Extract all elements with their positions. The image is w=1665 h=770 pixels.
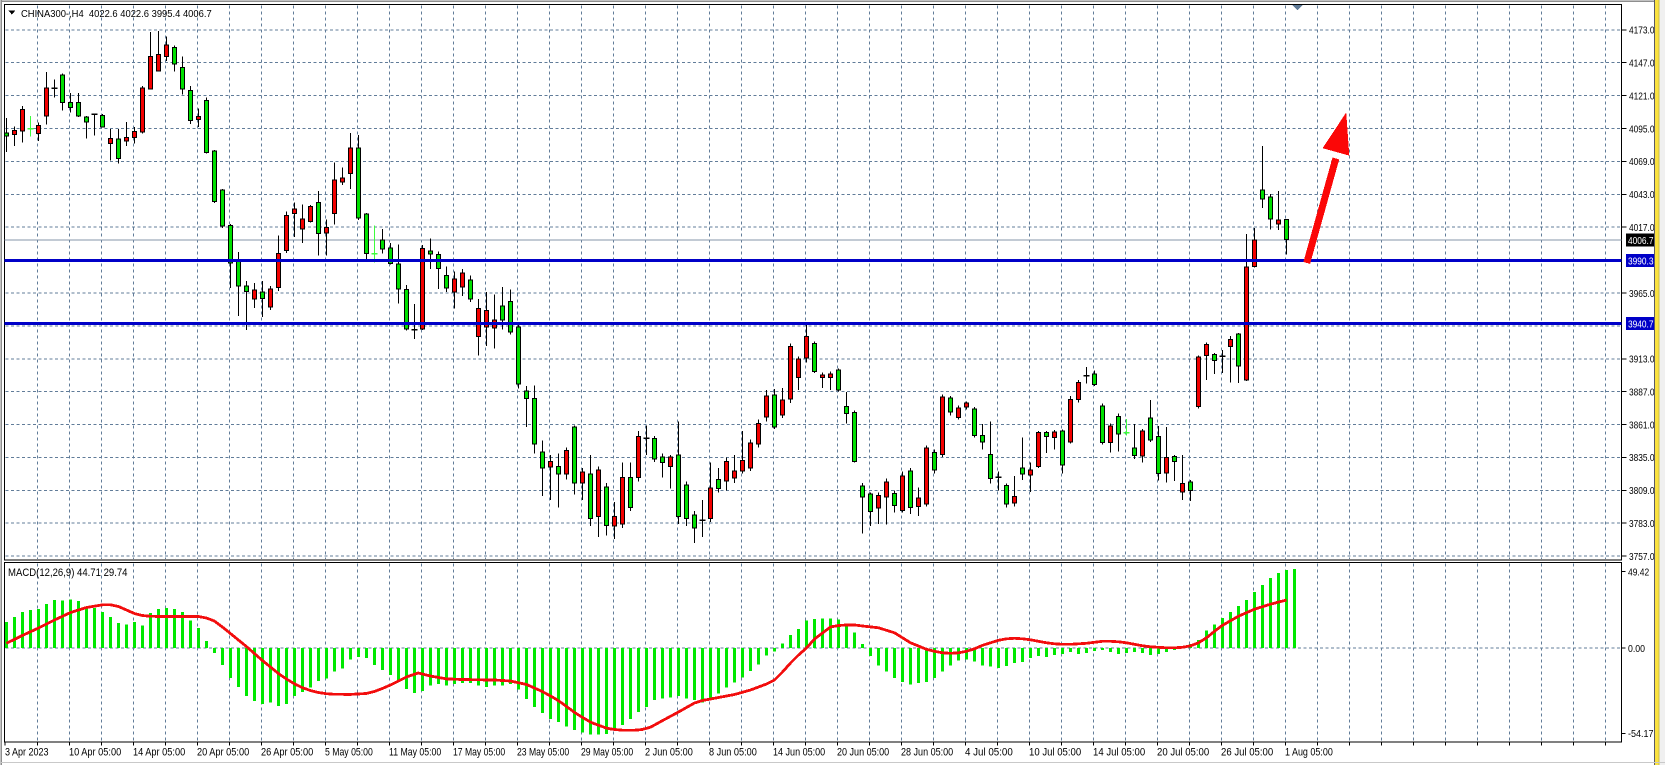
svg-text:29 May 05:00: 29 May 05:00 bbox=[581, 747, 633, 759]
svg-text:3940.7: 3940.7 bbox=[1628, 319, 1654, 330]
svg-text:23 May 05:00: 23 May 05:00 bbox=[517, 747, 569, 759]
svg-text:4069.0: 4069.0 bbox=[1629, 157, 1655, 168]
svg-text:14 Apr 05:00: 14 Apr 05:00 bbox=[133, 747, 185, 759]
svg-text:MACD(12,26,9) 44.71 29.74: MACD(12,26,9) 44.71 29.74 bbox=[8, 567, 128, 579]
svg-text:17 May 05:00: 17 May 05:00 bbox=[453, 747, 505, 759]
svg-text:4173.0: 4173.0 bbox=[1629, 26, 1655, 37]
svg-text:3 Apr 2023: 3 Apr 2023 bbox=[5, 747, 49, 759]
svg-text:3965.0: 3965.0 bbox=[1629, 289, 1655, 300]
svg-text:0.00: 0.00 bbox=[1628, 644, 1645, 655]
svg-text:28 Jun 05:00: 28 Jun 05:00 bbox=[901, 747, 953, 759]
svg-text:4 Jul 05:00: 4 Jul 05:00 bbox=[965, 747, 1013, 759]
svg-text:3990.3: 3990.3 bbox=[1628, 256, 1654, 267]
svg-text:3783.0: 3783.0 bbox=[1629, 519, 1655, 530]
svg-text:14 Jun 05:00: 14 Jun 05:00 bbox=[773, 747, 825, 759]
svg-text:4017.0: 4017.0 bbox=[1629, 223, 1655, 234]
svg-text:CHINA300-,H4 4022.6 4022.6 39: CHINA300-,H4 4022.6 4022.6 3995.4 4006.7 bbox=[21, 9, 212, 20]
svg-text:3809.0: 3809.0 bbox=[1629, 486, 1655, 497]
svg-text:20 Jun 05:00: 20 Jun 05:00 bbox=[837, 747, 889, 759]
svg-text:10 Apr 05:00: 10 Apr 05:00 bbox=[69, 747, 121, 759]
svg-text:3861.0: 3861.0 bbox=[1629, 420, 1655, 431]
svg-text:14 Jul 05:00: 14 Jul 05:00 bbox=[1093, 747, 1145, 759]
svg-text:3913.0: 3913.0 bbox=[1629, 355, 1655, 366]
svg-text:4147.0: 4147.0 bbox=[1629, 58, 1655, 69]
svg-text:4006.7: 4006.7 bbox=[1628, 236, 1654, 247]
svg-text:1 Aug 05:00: 1 Aug 05:00 bbox=[1285, 747, 1333, 759]
svg-text:49.42: 49.42 bbox=[1628, 567, 1649, 578]
svg-text:10 Jul 05:00: 10 Jul 05:00 bbox=[1029, 747, 1081, 759]
svg-text:3835.0: 3835.0 bbox=[1629, 453, 1655, 464]
svg-text:2 Jun 05:00: 2 Jun 05:00 bbox=[645, 747, 693, 759]
svg-text:26 Jul 05:00: 26 Jul 05:00 bbox=[1221, 747, 1273, 759]
svg-text:4043.0: 4043.0 bbox=[1629, 190, 1655, 201]
svg-text:20 Jul 05:00: 20 Jul 05:00 bbox=[1157, 747, 1209, 759]
svg-text:8 Jun 05:00: 8 Jun 05:00 bbox=[709, 747, 757, 759]
svg-text:5 May 05:00: 5 May 05:00 bbox=[325, 747, 373, 759]
svg-text:26 Apr 05:00: 26 Apr 05:00 bbox=[261, 747, 313, 759]
svg-text:-54.17: -54.17 bbox=[1628, 729, 1654, 740]
svg-text:3757.0: 3757.0 bbox=[1629, 552, 1655, 563]
svg-text:4095.0: 4095.0 bbox=[1629, 124, 1655, 135]
svg-text:20 Apr 05:00: 20 Apr 05:00 bbox=[197, 747, 249, 759]
svg-text:11 May 05:00: 11 May 05:00 bbox=[389, 747, 441, 759]
svg-text:3887.0: 3887.0 bbox=[1629, 387, 1655, 398]
svg-text:4121.0: 4121.0 bbox=[1629, 91, 1655, 102]
